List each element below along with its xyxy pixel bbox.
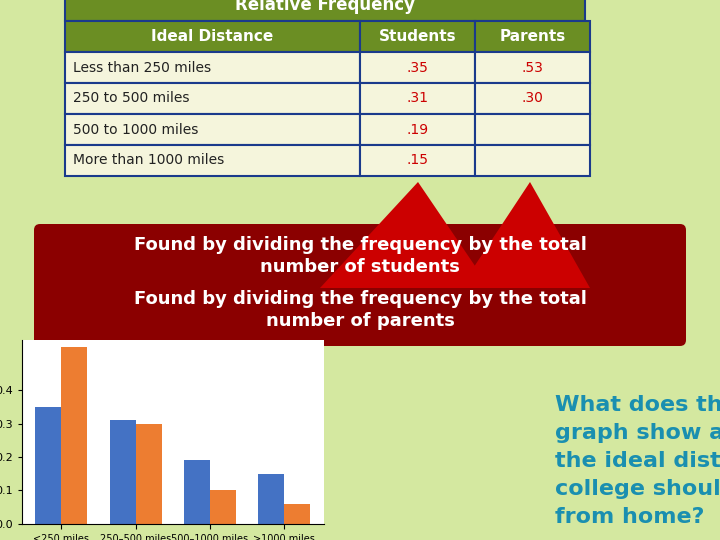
- Text: Relative Frequency: Relative Frequency: [235, 0, 415, 15]
- Text: Parents: Parents: [500, 29, 566, 44]
- FancyBboxPatch shape: [475, 145, 590, 176]
- FancyBboxPatch shape: [475, 83, 590, 114]
- FancyBboxPatch shape: [65, 0, 585, 21]
- Text: Less than 250 miles: Less than 250 miles: [73, 60, 211, 75]
- Text: What does this
graph show about
the ideal distance
college should be
from home?: What does this graph show about the idea…: [555, 395, 720, 527]
- Text: Found by dividing the frequency by the total
number of students: Found by dividing the frequency by the t…: [134, 236, 586, 276]
- FancyBboxPatch shape: [360, 21, 475, 52]
- Text: Ideal Distance: Ideal Distance: [151, 29, 274, 44]
- Bar: [184, 461, 210, 524]
- Bar: [135, 424, 162, 524]
- FancyBboxPatch shape: [65, 83, 360, 114]
- FancyBboxPatch shape: [475, 52, 590, 83]
- Text: .30: .30: [521, 91, 544, 105]
- Bar: [35, 407, 61, 524]
- Text: .35: .35: [407, 60, 428, 75]
- Text: .15: .15: [407, 153, 428, 167]
- FancyBboxPatch shape: [65, 21, 360, 52]
- Text: 250 to 500 miles: 250 to 500 miles: [73, 91, 189, 105]
- Bar: [284, 504, 310, 524]
- Polygon shape: [460, 182, 590, 288]
- Bar: [210, 490, 236, 524]
- Text: .53: .53: [521, 60, 544, 75]
- FancyBboxPatch shape: [65, 114, 360, 145]
- Text: .31: .31: [407, 91, 428, 105]
- FancyBboxPatch shape: [65, 52, 360, 83]
- Bar: [61, 347, 87, 524]
- FancyBboxPatch shape: [65, 145, 360, 176]
- FancyBboxPatch shape: [360, 52, 475, 83]
- Bar: [258, 474, 284, 524]
- FancyBboxPatch shape: [34, 274, 686, 346]
- Text: More than 1000 miles: More than 1000 miles: [73, 153, 224, 167]
- Text: 500 to 1000 miles: 500 to 1000 miles: [73, 123, 199, 137]
- FancyBboxPatch shape: [360, 83, 475, 114]
- Text: .19: .19: [406, 123, 428, 137]
- FancyBboxPatch shape: [475, 114, 590, 145]
- Text: Students: Students: [379, 29, 456, 44]
- Text: Found by dividing the frequency by the total
number of parents: Found by dividing the frequency by the t…: [134, 290, 586, 330]
- Bar: [109, 420, 135, 524]
- FancyBboxPatch shape: [34, 224, 686, 288]
- Polygon shape: [320, 182, 490, 288]
- FancyBboxPatch shape: [475, 21, 590, 52]
- FancyBboxPatch shape: [360, 145, 475, 176]
- FancyBboxPatch shape: [360, 114, 475, 145]
